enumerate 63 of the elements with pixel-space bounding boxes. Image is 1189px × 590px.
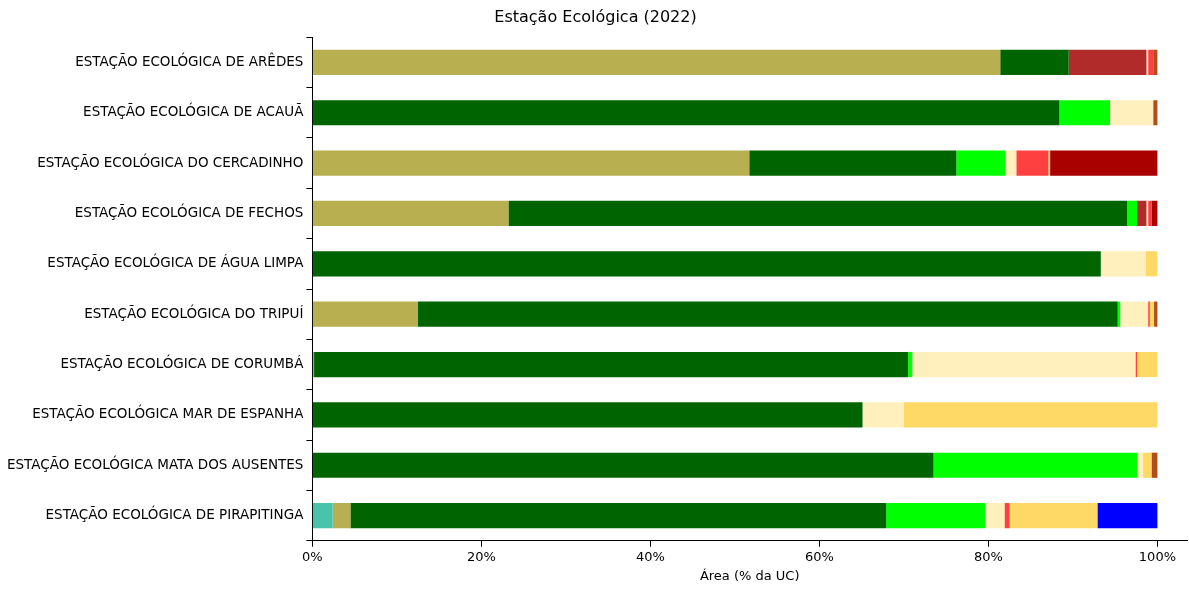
- bar: [312, 402, 863, 428]
- bar: [1127, 200, 1138, 227]
- bar: [933, 452, 1138, 478]
- bar: [332, 503, 351, 529]
- x-tick-label: 100%: [1138, 548, 1177, 564]
- bar: [956, 150, 1006, 176]
- x-tick-label: 60%: [804, 548, 834, 564]
- bar: [1137, 351, 1158, 378]
- x-tick-label: 0%: [302, 548, 323, 564]
- y-tick-label: ESTAÇÃO ECOLÓGICA DE ÁGUA LIMPA: [47, 253, 305, 271]
- y-tick-label: ESTAÇÃO ECOLÓGICA DE CORUMBÁ: [60, 354, 305, 372]
- y-tick-label: ESTAÇÃO ECOLÓGICA DE ACAUÃ: [83, 102, 305, 120]
- bar: [1009, 503, 1098, 529]
- bar: [1005, 150, 1017, 176]
- bar: [312, 301, 419, 327]
- x-tick-label: 20%: [466, 548, 496, 564]
- bar: [1004, 503, 1010, 529]
- bar: [1068, 49, 1147, 75]
- bar: [1153, 49, 1158, 75]
- bar: [1120, 301, 1149, 327]
- y-tick-label: ESTAÇÃO ECOLÓGICA MATA DOS AUSENTES: [6, 454, 304, 472]
- bar: [749, 150, 957, 176]
- bar: [1050, 150, 1158, 176]
- y-tick-label: ESTAÇÃO ECOLÓGICA DO CERCADINHO: [37, 152, 304, 170]
- bar: [508, 200, 1127, 227]
- x-tick-label: 40%: [635, 548, 665, 564]
- bar: [1153, 100, 1158, 126]
- x-axis-title: Área (% da UC): [699, 567, 800, 583]
- bar: [312, 150, 750, 176]
- bar: [1059, 100, 1111, 126]
- bar: [886, 503, 986, 529]
- bar: [1143, 452, 1152, 478]
- x-tick-label: 80%: [973, 548, 1003, 564]
- bar: [862, 402, 904, 428]
- bar: [1016, 150, 1049, 176]
- bar: [350, 503, 887, 529]
- bar: [1149, 301, 1155, 327]
- bar: [903, 402, 1158, 428]
- bar: [1137, 452, 1144, 478]
- bar: [1145, 251, 1158, 277]
- bar: [418, 301, 1118, 327]
- bar: [908, 351, 913, 378]
- bar: [1137, 200, 1147, 227]
- bar: [312, 251, 1101, 277]
- bar: [985, 503, 1005, 529]
- bar: [312, 503, 333, 529]
- bar: [314, 351, 909, 378]
- y-tick-label: ESTAÇÃO ECOLÓGICA MAR DE ESPANHA: [32, 404, 305, 422]
- bar: [312, 49, 1001, 75]
- y-tick-label: ESTAÇÃO ECOLÓGICA DE PIRAPITINGA: [45, 505, 305, 523]
- y-tick-label: ESTAÇÃO ECOLÓGICA DO TRIPUÍ: [84, 303, 304, 321]
- y-tick-label: ESTAÇÃO ECOLÓGICA DE FECHOS: [74, 202, 304, 220]
- bar: [312, 452, 934, 478]
- y-tick-label: ESTAÇÃO ECOLÓGICA DE ARÊDES: [75, 51, 304, 69]
- bar: [312, 100, 1060, 126]
- chart-title: Estação Ecológica (2022): [494, 6, 697, 26]
- bar: [1000, 49, 1069, 75]
- bar: [1110, 100, 1154, 126]
- bar: [912, 351, 1136, 378]
- bar: [312, 200, 509, 227]
- bar: [1097, 503, 1158, 529]
- bar: [1100, 251, 1146, 277]
- bar: [1148, 49, 1154, 75]
